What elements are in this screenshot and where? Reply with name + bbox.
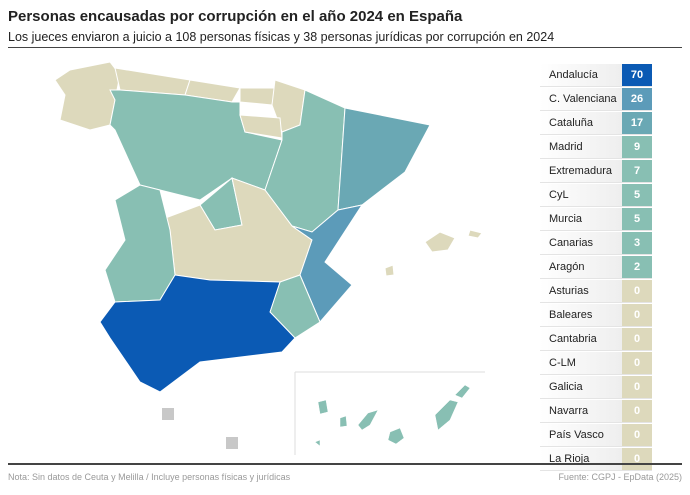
region-baleares-ibiza[interactable] — [384, 264, 395, 277]
table-row: Extremadura 7 — [540, 160, 652, 183]
region-value: 3 — [622, 232, 652, 254]
region-label: C. Valenciana — [540, 88, 622, 110]
region-value: 0 — [622, 280, 652, 302]
region-label: Galicia — [540, 376, 622, 398]
region-label: País Vasco — [540, 424, 622, 446]
region-label: Canarias — [540, 232, 622, 254]
region-label: CyL — [540, 184, 622, 206]
region-label: Baleares — [540, 304, 622, 326]
region-value: 0 — [622, 376, 652, 398]
table-row: Andalucía 70 — [540, 64, 652, 87]
region-extremadura[interactable] — [104, 184, 176, 303]
region-castilla-y-leon[interactable] — [109, 89, 283, 201]
region-baleares[interactable] — [424, 231, 456, 253]
region-label: Cataluña — [540, 112, 622, 134]
table-row: Cantabria 0 — [540, 328, 652, 351]
table-row: CyL 5 — [540, 184, 652, 207]
ranking-table: Andalucía 70 C. Valenciana 26 Cataluña 17 Madr… — [540, 64, 652, 472]
region-label: Navarra — [540, 400, 622, 422]
melilla-nodata — [226, 437, 238, 449]
region-value: 0 — [622, 424, 652, 446]
region-value: 5 — [622, 184, 652, 206]
table-row: Madrid 9 — [540, 136, 652, 159]
region-value: 0 — [622, 352, 652, 374]
region-label: Extremadura — [540, 160, 622, 182]
region-pais-vasco[interactable] — [239, 87, 276, 106]
table-row: C. Valenciana 26 — [540, 88, 652, 111]
region-value: 70 — [622, 64, 652, 86]
ceuta-nodata — [162, 408, 174, 420]
region-value: 7 — [622, 160, 652, 182]
region-galicia[interactable] — [54, 61, 121, 131]
table-row: Navarra 0 — [540, 400, 652, 423]
region-label: La Rioja — [540, 448, 622, 470]
source: Fuente: CGPJ - EpData (2025) — [558, 472, 682, 482]
region-label: C-LM — [540, 352, 622, 374]
region-value: 0 — [622, 400, 652, 422]
footer-divider — [8, 463, 682, 465]
region-value: 26 — [622, 88, 652, 110]
table-row: País Vasco 0 — [540, 424, 652, 447]
table-row: Canarias 3 — [540, 232, 652, 255]
region-canarias[interactable] — [314, 384, 471, 447]
region-value: 5 — [622, 208, 652, 230]
footnote: Nota: Sin datos de Ceuta y Melilla / Inc… — [8, 472, 291, 482]
header-divider — [8, 47, 682, 48]
region-label: Murcia — [540, 208, 622, 230]
table-row: La Rioja 0 — [540, 448, 652, 471]
region-label: Asturias — [540, 280, 622, 302]
region-label: Madrid — [540, 136, 622, 158]
canarias-inset-frame — [294, 371, 485, 455]
region-value: 0 — [622, 328, 652, 350]
table-row: Cataluña 17 — [540, 112, 652, 135]
table-row: Baleares 0 — [540, 304, 652, 327]
region-label: Cantabria — [540, 328, 622, 350]
region-value: 9 — [622, 136, 652, 158]
region-baleares-menorca[interactable] — [467, 229, 483, 239]
spain-map — [54, 61, 485, 455]
table-row: Murcia 5 — [540, 208, 652, 231]
region-label: Aragón — [540, 256, 622, 278]
region-andalucia[interactable] — [99, 274, 296, 393]
table-row: Galicia 0 — [540, 376, 652, 399]
table-row: Aragón 2 — [540, 256, 652, 279]
region-cataluna[interactable] — [337, 107, 431, 211]
table-row: C-LM 0 — [540, 352, 652, 375]
chart-title: Personas encausadas por corrupción en el… — [8, 8, 463, 25]
region-value: 0 — [622, 448, 652, 470]
table-row: Asturias 0 — [540, 280, 652, 303]
chart-subtitle: Los jueces enviaron a juicio a 108 perso… — [8, 30, 555, 44]
region-label: Andalucía — [540, 64, 622, 86]
region-value: 2 — [622, 256, 652, 278]
region-value: 0 — [622, 304, 652, 326]
region-value: 17 — [622, 112, 652, 134]
